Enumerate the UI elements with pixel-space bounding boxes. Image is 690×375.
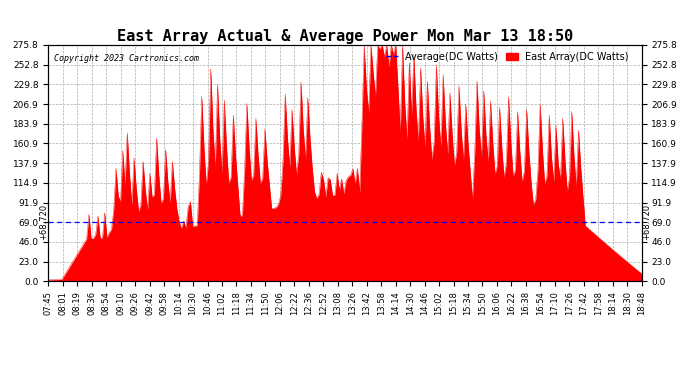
Text: Copyright 2023 Cartronics.com: Copyright 2023 Cartronics.com (55, 54, 199, 63)
Title: East Array Actual & Average Power Mon Mar 13 18:50: East Array Actual & Average Power Mon Ma… (117, 29, 573, 44)
Legend: Average(DC Watts), East Array(DC Watts): Average(DC Watts), East Array(DC Watts) (384, 50, 631, 64)
Text: +68.720: +68.720 (39, 204, 48, 240)
Text: +68.720: +68.720 (642, 204, 651, 240)
